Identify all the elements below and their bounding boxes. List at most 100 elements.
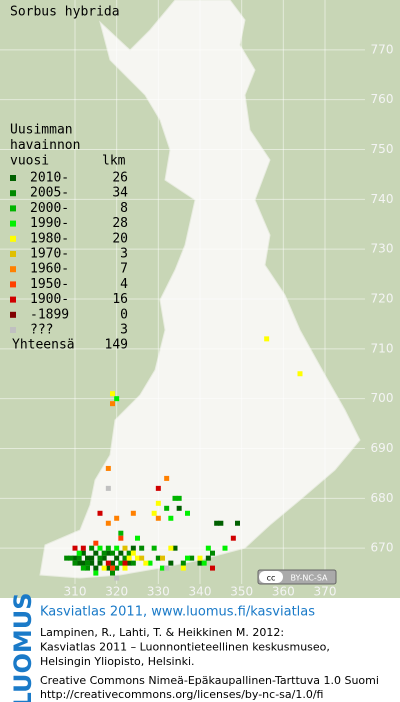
legend-label: 2010- — [30, 171, 69, 186]
occurrence — [185, 510, 190, 516]
occurrence — [105, 520, 111, 526]
occurrence — [105, 550, 111, 556]
occurrence — [114, 396, 120, 402]
legend-swatch — [10, 175, 16, 181]
legend-label: ??? — [30, 323, 53, 338]
occurrence — [114, 515, 120, 521]
occurrence — [235, 520, 240, 526]
x-tick-label: 370 — [314, 585, 337, 599]
y-tick-label: 720 — [371, 292, 394, 306]
occurrence — [189, 555, 195, 561]
legend-swatch — [10, 266, 16, 273]
occurrence — [130, 545, 136, 551]
occurrence — [76, 560, 82, 566]
occurrence — [151, 510, 157, 516]
occurrence — [72, 555, 78, 561]
legend-label: 1980- — [30, 231, 69, 246]
occurrence — [89, 560, 95, 566]
license-line: Creative Commons Nimeä-Epäkaupallinen-Ta… — [40, 674, 379, 687]
legend-count: 3 — [120, 247, 128, 262]
occurrence — [114, 555, 120, 561]
occurrence — [89, 545, 95, 551]
occurrence — [126, 555, 132, 561]
legend-label: 2005- — [30, 186, 69, 201]
occurrence — [176, 495, 182, 501]
occurrence — [110, 550, 115, 556]
occurrence — [160, 565, 165, 571]
occurrence — [85, 565, 90, 571]
occurrence — [110, 565, 115, 571]
occurrence — [180, 565, 186, 571]
citation-line: Kasviatlas 2011 – Luonnontieteellinen ke… — [40, 641, 330, 654]
occurrence — [210, 565, 215, 571]
occurrence — [130, 510, 136, 516]
occurrence — [72, 560, 78, 566]
occurrence — [97, 560, 103, 566]
occurrence — [76, 550, 82, 556]
occurrence — [155, 515, 161, 521]
legend-swatch — [10, 235, 16, 242]
occurrence — [168, 515, 174, 521]
occurrence — [210, 550, 215, 556]
occurrence — [214, 520, 220, 526]
occurrence — [222, 545, 228, 551]
legend-swatch — [10, 296, 16, 303]
occurrence — [93, 550, 99, 556]
y-tick-label: 740 — [371, 192, 394, 206]
occurrence — [218, 520, 224, 526]
occurrence — [180, 560, 186, 566]
x-tick-label: 310 — [64, 585, 87, 599]
y-tick-label: 770 — [371, 42, 394, 56]
legend-count: 4 — [120, 277, 128, 292]
occurrence — [126, 560, 132, 566]
occurrence — [80, 560, 86, 566]
legend-swatch — [10, 220, 16, 227]
occurrence — [114, 545, 120, 551]
legend-header: Uusimman — [10, 123, 73, 138]
y-tick-label: 690 — [371, 441, 394, 455]
y-tick-label: 730 — [371, 242, 394, 256]
logo: LUOMUS — [9, 593, 37, 702]
legend-swatch — [10, 205, 16, 212]
occurrence — [101, 550, 107, 556]
occurrence — [118, 535, 124, 541]
legend-label: 2000- — [30, 201, 69, 216]
legend-count: 0 — [120, 307, 128, 322]
occurrence — [105, 545, 111, 551]
occurrence — [172, 545, 178, 551]
occurrence — [164, 475, 170, 481]
legend-total: 149 — [105, 338, 128, 353]
occurrence — [139, 555, 145, 561]
occurrence — [110, 560, 115, 566]
occurrence — [151, 545, 157, 551]
legend-label: -1899 — [30, 307, 69, 322]
legend-count: 16 — [112, 292, 128, 307]
occurrence — [114, 575, 120, 581]
occurrence — [93, 540, 99, 546]
occurrence — [72, 545, 78, 551]
legend-count: 34 — [112, 186, 128, 201]
occurrence — [168, 545, 174, 551]
occurrence — [105, 560, 111, 566]
x-tick-label: 320 — [105, 585, 128, 599]
occurrence — [105, 465, 111, 471]
occurrence — [130, 560, 136, 566]
legend-label: 1970- — [30, 247, 69, 262]
legend-label: 1990- — [30, 216, 69, 231]
citation-line: Helsingin Yliopisto, Helsinki. — [40, 655, 195, 668]
y-tick-label: 750 — [371, 142, 394, 156]
occurrence — [80, 550, 86, 556]
legend-header: havainnon — [10, 138, 80, 153]
occurrence — [85, 560, 90, 566]
occurrence — [155, 555, 161, 561]
badge-cc: cc — [267, 574, 276, 583]
occurrence — [172, 495, 178, 501]
occurrence — [147, 560, 153, 566]
atlas-link[interactable]: Kasviatlas 2011, www.luomus.fi/kasviatla… — [40, 605, 315, 620]
occurrence — [97, 545, 103, 551]
x-tick-label: 340 — [189, 585, 212, 599]
occurrence — [110, 391, 115, 397]
y-tick-label: 760 — [371, 92, 394, 106]
occurrence — [130, 550, 136, 556]
